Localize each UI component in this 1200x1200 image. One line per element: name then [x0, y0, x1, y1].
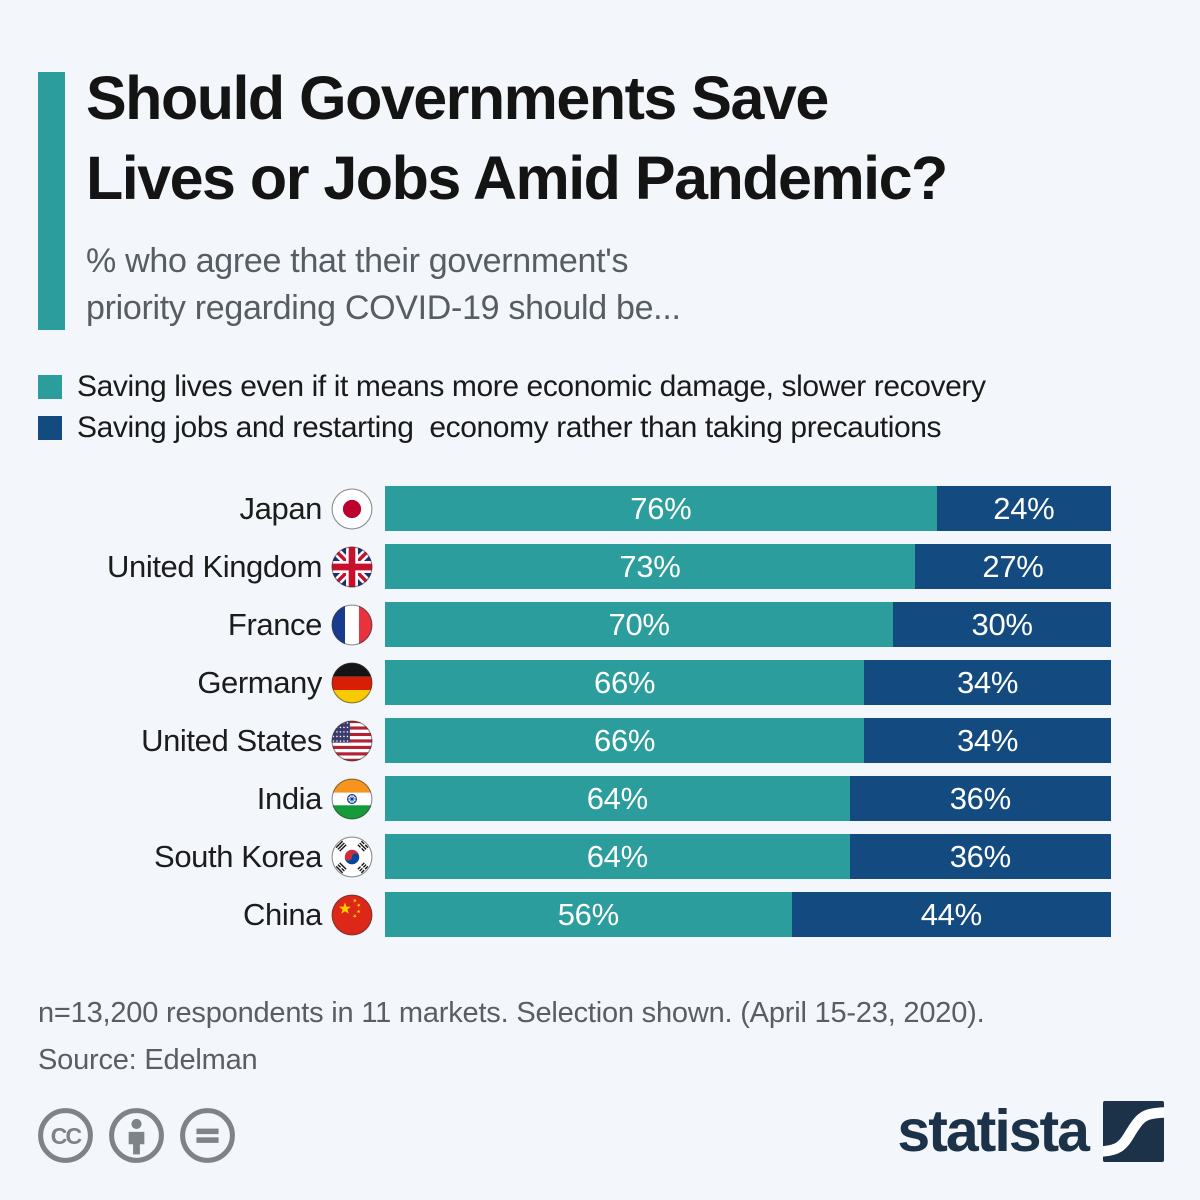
germany-flag-icon	[331, 662, 373, 704]
us-flag-icon	[331, 720, 373, 762]
country-stacked-bar: 64% 36%	[385, 834, 1111, 879]
south-korea-flag-icon	[331, 836, 373, 878]
country-row: United States 66% 34%	[0, 718, 1200, 763]
svg-text:CC: CC	[51, 1123, 82, 1149]
cc-icon[interactable]: CC	[36, 1106, 95, 1165]
country-label: Germany	[197, 664, 322, 700]
stacked-bar-chart: Japan 76% 24% United Kingdom	[0, 486, 1200, 950]
country-row: Germany 66% 34%	[0, 660, 1200, 705]
country-row: South Korea 64% 36%	[0, 834, 1200, 879]
bar-value-saving-lives: 64%	[586, 780, 648, 816]
bar-value-saving-jobs: 30%	[971, 606, 1033, 642]
page-subtitle: % who agree that their government's prio…	[86, 238, 681, 332]
bar-value-saving-lives: 73%	[619, 548, 681, 584]
country-stacked-bar: 66% 34%	[385, 660, 1111, 705]
bar-segment-saving-lives: 66%	[385, 660, 865, 705]
country-label: South Korea	[154, 838, 322, 874]
bar-value-saving-jobs: 36%	[949, 838, 1011, 874]
bar-segment-saving-lives: 76%	[385, 486, 937, 531]
bar-segment-saving-jobs: 34%	[864, 718, 1111, 763]
country-stacked-bar: 76% 24%	[385, 486, 1111, 531]
bar-segment-saving-lives: 64%	[385, 776, 850, 821]
france-flag-icon	[331, 604, 373, 646]
country-stacked-bar: 73% 27%	[385, 544, 1111, 589]
statista-logo-mark-icon	[1103, 1100, 1164, 1162]
bar-value-saving-lives: 70%	[608, 606, 670, 642]
bar-segment-saving-lives: 70%	[385, 602, 894, 647]
country-label: United States	[141, 722, 322, 758]
chart-legend: Saving lives even if it means more econo…	[38, 366, 986, 448]
country-stacked-bar: 64% 36%	[385, 776, 1111, 821]
bar-segment-saving-lives: 66%	[385, 718, 865, 763]
subtitle-line-1: % who agree that their government's	[86, 242, 629, 280]
cc-nd-icon[interactable]	[178, 1106, 237, 1165]
footnote-note: n=13,200 respondents in 11 markets. Sele…	[38, 997, 985, 1029]
cc-by-icon[interactable]	[107, 1106, 166, 1165]
bar-segment-saving-lives: 73%	[385, 544, 915, 589]
title-accent-bar	[38, 72, 65, 330]
legend-item-jobs: Saving jobs and restarting economy rathe…	[38, 407, 986, 448]
bar-segment-saving-jobs: 36%	[849, 834, 1111, 879]
bar-segment-saving-lives: 56%	[385, 892, 792, 937]
title-line-2: Lives or Jobs Amid Pandemic?	[86, 144, 948, 212]
legend-swatch-navy-icon	[38, 415, 62, 440]
bar-segment-saving-jobs: 24%	[936, 486, 1111, 531]
bar-segment-saving-jobs: 27%	[914, 544, 1111, 589]
japan-flag-icon	[331, 488, 373, 530]
title-line-1: Should Governments Save	[86, 64, 829, 132]
legend-swatch-teal-icon	[38, 374, 62, 399]
uk-flag-icon	[331, 546, 373, 588]
country-label: Japan	[239, 490, 323, 526]
country-label: India	[256, 780, 323, 816]
china-flag-icon	[331, 894, 373, 936]
country-row: Japan 76% 24%	[0, 486, 1200, 531]
country-label: France	[227, 606, 322, 642]
bar-value-saving-lives: 76%	[630, 490, 692, 526]
country-label: China	[243, 896, 322, 932]
chart-footnote: n=13,200 respondents in 11 markets. Sele…	[38, 990, 985, 1084]
bar-segment-saving-jobs: 44%	[791, 892, 1111, 937]
bar-value-saving-jobs: 36%	[949, 780, 1011, 816]
country-label: United Kingdom	[107, 548, 322, 584]
subtitle-line-2: priority regarding COVID-19 should be...	[86, 289, 681, 327]
bar-segment-saving-jobs: 34%	[864, 660, 1111, 705]
statista-wordmark: statista	[897, 1098, 1090, 1164]
bar-segment-saving-jobs: 30%	[893, 602, 1111, 647]
country-row: China 56% 44%	[0, 892, 1200, 937]
bar-value-saving-jobs: 27%	[982, 548, 1044, 584]
bar-value-saving-lives: 64%	[586, 838, 648, 874]
legend-label-jobs: Saving jobs and restarting economy rathe…	[77, 410, 942, 444]
bar-value-saving-jobs: 44%	[920, 896, 982, 932]
bar-value-saving-lives: 66%	[594, 722, 656, 758]
bar-value-saving-jobs: 34%	[956, 664, 1019, 700]
bar-value-saving-lives: 66%	[594, 664, 656, 700]
country-stacked-bar: 56% 44%	[385, 892, 1111, 937]
bar-value-saving-lives: 56%	[557, 896, 619, 932]
footnote-source: Source: Edelman	[38, 1044, 258, 1076]
bar-value-saving-jobs: 34%	[956, 722, 1019, 758]
statista-logo[interactable]: statista	[897, 1100, 1164, 1162]
country-stacked-bar: 70% 30%	[385, 602, 1111, 647]
legend-label-lives: Saving lives even if it means more econo…	[77, 369, 986, 403]
country-row: France 70% 30%	[0, 602, 1200, 647]
country-stacked-bar: 66% 34%	[385, 718, 1111, 763]
bar-value-saving-jobs: 24%	[993, 490, 1055, 526]
bar-segment-saving-jobs: 36%	[849, 776, 1111, 821]
creative-commons-badges[interactable]: CC	[36, 1106, 237, 1165]
bar-segment-saving-lives: 64%	[385, 834, 850, 879]
legend-item-lives: Saving lives even if it means more econo…	[38, 366, 986, 407]
page-title: Should Governments Save Lives or Jobs Am…	[86, 58, 948, 218]
country-row: United Kingdom 73% 27%	[0, 544, 1200, 589]
country-row: India 64% 36%	[0, 776, 1200, 821]
india-flag-icon	[331, 778, 373, 820]
